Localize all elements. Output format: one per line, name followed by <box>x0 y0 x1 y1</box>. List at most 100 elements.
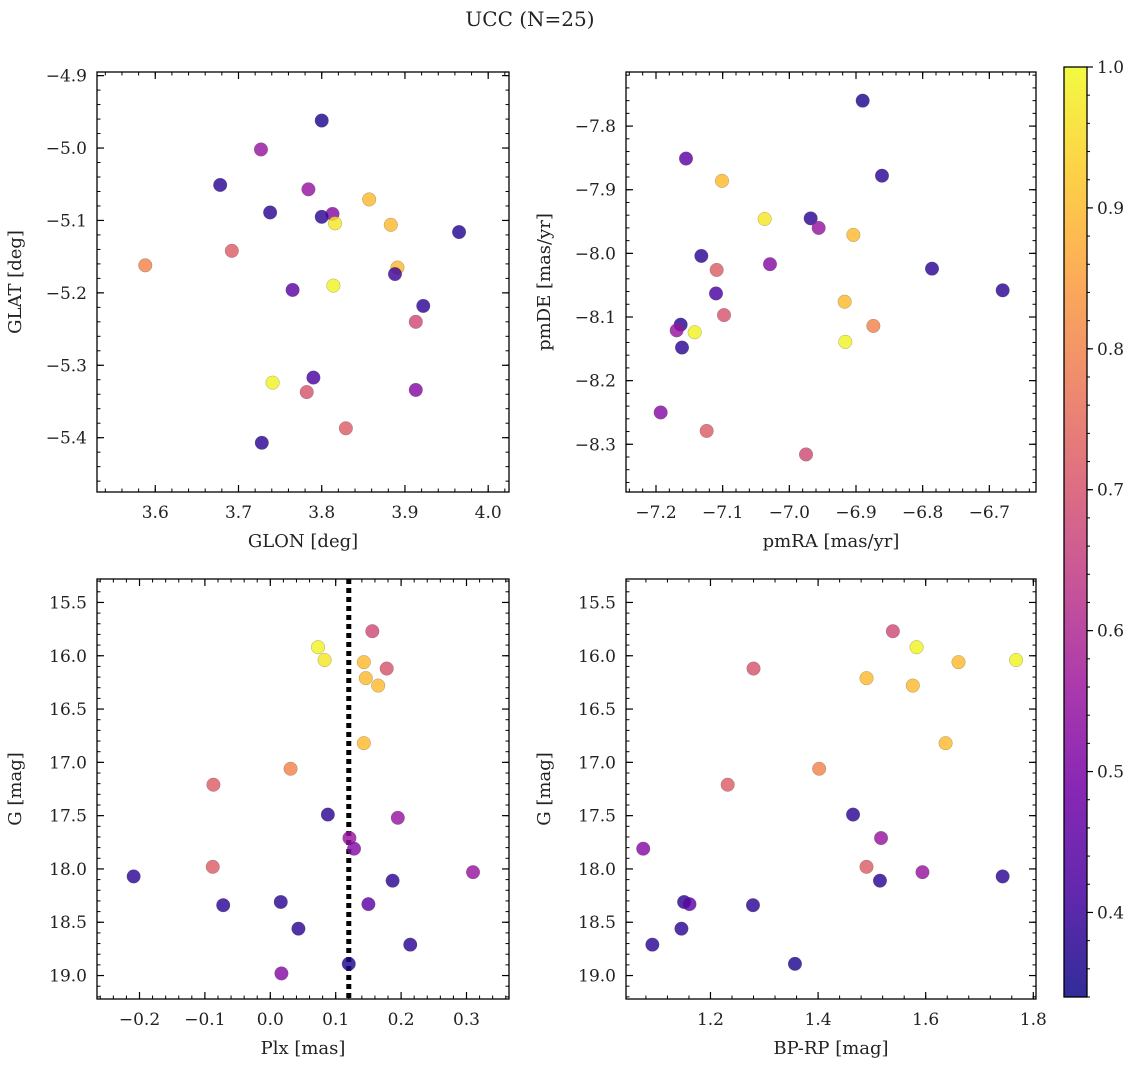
panels: 3.6 3.7 3.8 3.9 4.0 −4.9 −5.0 −5.1 −5.2 −5.3 −5.4 G… <box>5 67 1047 1059</box>
data-point <box>915 865 930 880</box>
data-point <box>812 761 827 776</box>
x-tick-label: 1.2 <box>697 1010 724 1030</box>
y-tick-label: −5.1 <box>46 211 87 231</box>
data-point <box>326 278 341 293</box>
data-point <box>408 382 423 397</box>
data-point <box>306 370 321 385</box>
data-point <box>715 173 730 188</box>
data-point <box>717 308 732 323</box>
data-point <box>283 761 298 776</box>
y-tick-label: −5.4 <box>46 429 87 449</box>
data-point <box>645 937 660 952</box>
colorbar-tick-label: 0.5 <box>1097 763 1124 783</box>
figure-title: UCC (N=25) <box>465 7 594 31</box>
data-point <box>687 325 702 340</box>
y-tick-label: 19.0 <box>49 967 87 987</box>
data-point <box>390 810 405 825</box>
data-point <box>356 736 371 751</box>
data-point <box>866 318 881 333</box>
colorbar-bar <box>1063 66 1088 998</box>
colorbar-tick-label: 0.6 <box>1097 622 1124 642</box>
y-axis-label: G [mag] <box>534 752 555 825</box>
data-point <box>213 177 228 192</box>
data-point <box>995 283 1010 298</box>
data-point <box>358 671 373 686</box>
data-point <box>675 340 690 355</box>
data-point <box>709 262 724 277</box>
x-tick-label: 1.8 <box>1020 1010 1047 1030</box>
x-axis-label: Plx [mas] <box>261 1038 346 1059</box>
y-tick-label: 18.5 <box>578 913 616 933</box>
x-tick-label: 4.0 <box>475 503 502 523</box>
x-tick-label: 3.6 <box>142 503 169 523</box>
data-point <box>674 921 689 936</box>
data-point <box>875 168 890 183</box>
x-tick-label: 0.0 <box>257 1010 284 1030</box>
data-point <box>874 831 889 846</box>
data-point <box>320 807 335 822</box>
data-point <box>799 447 814 462</box>
data-point <box>338 421 353 436</box>
data-point <box>285 282 300 297</box>
data-point <box>138 258 153 273</box>
y-tick-label: 18.0 <box>578 860 616 880</box>
y-tick-label: 17.0 <box>49 753 87 773</box>
y-axis-label: G [mag] <box>5 752 26 825</box>
y-tick-label: −8.2 <box>575 372 616 392</box>
y-tick-label: −5.2 <box>46 284 87 304</box>
data-point <box>859 859 874 874</box>
y-tick-label: 19.0 <box>578 967 616 987</box>
data-point <box>909 640 924 655</box>
y-axis-label: GLAT [deg] <box>5 230 26 334</box>
data-point <box>811 220 826 235</box>
data-point <box>383 217 398 232</box>
panel-2: −7.2 −7.1 −7.0 −6.9 −6.8 −6.7 −7.8 −7.9 −8.0 −8.1… <box>534 71 1037 552</box>
data-point <box>265 375 280 390</box>
x-axis-label: BP-RP [mag] <box>773 1038 888 1059</box>
data-point <box>299 385 314 400</box>
panel-1: 3.6 3.7 3.8 3.9 4.0 −4.9 −5.0 −5.1 −5.2 −5.3 −5.4 G… <box>5 67 510 552</box>
data-point <box>1009 653 1024 668</box>
data-point <box>301 182 316 197</box>
y-tick-label: 15.5 <box>578 593 616 613</box>
x-tick-label: 0.2 <box>388 1010 415 1030</box>
data-point <box>317 653 332 668</box>
data-point <box>855 93 870 108</box>
data-point <box>253 142 268 157</box>
x-tick-label: 0.3 <box>453 1010 480 1030</box>
colorbar-tick-label: 1.0 <box>1097 58 1124 78</box>
x-axis-label: pmRA [mas/yr] <box>763 531 900 552</box>
data-point <box>371 678 386 693</box>
data-point <box>314 209 329 224</box>
x-tick-label: −7.0 <box>769 503 810 523</box>
data-point <box>872 873 887 888</box>
data-point <box>254 435 269 450</box>
plot-area <box>625 71 1037 493</box>
y-tick-label: 17.0 <box>578 753 616 773</box>
data-point <box>314 113 329 128</box>
data-point <box>669 323 684 338</box>
panel-3: −0.2 −0.1 0.0 0.1 0.2 0.3 15.5 16.0 16.5 17.0 17.5… <box>5 578 510 1059</box>
data-point <box>387 267 402 282</box>
x-axis-label: GLON [deg] <box>248 531 358 552</box>
data-point <box>385 873 400 888</box>
x-tick-label: −0.2 <box>119 1010 160 1030</box>
y-tick-label: 17.5 <box>49 807 87 827</box>
x-tick-label: 0.1 <box>322 1010 349 1030</box>
x-tick-label: 1.4 <box>805 1010 832 1030</box>
data-point <box>763 257 778 272</box>
data-point <box>653 405 668 420</box>
y-tick-label: −5.0 <box>46 139 87 159</box>
y-tick-label: −8.0 <box>575 244 616 264</box>
data-point <box>679 151 694 166</box>
colorbar-tick-label: 0.9 <box>1097 199 1124 219</box>
plot-area <box>96 71 510 493</box>
data-point <box>291 921 306 936</box>
data-point <box>859 671 874 686</box>
y-axis-label: pmDE [mas/yr] <box>534 213 555 351</box>
data-point <box>341 956 356 971</box>
data-point <box>846 227 861 242</box>
colorbar-tick-label: 0.4 <box>1097 903 1124 923</box>
data-point <box>905 678 920 693</box>
